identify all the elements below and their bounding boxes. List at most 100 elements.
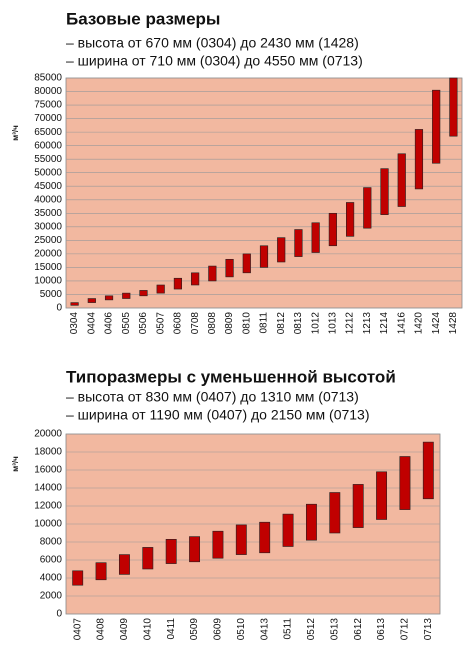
x-tick-label: 0506 (138, 312, 149, 335)
x-tick-label: 0411 (166, 618, 177, 640)
y-tick-label: 70000 (34, 113, 62, 124)
x-tick-label: 0513 (329, 618, 340, 641)
range-bar (329, 492, 341, 534)
range-bar (142, 547, 154, 570)
range-bar (432, 89, 441, 164)
chart-title: Базовые размеры (66, 9, 220, 28)
range-bar (189, 536, 201, 563)
x-tick-label: 0812 (276, 312, 287, 335)
range-bar (173, 277, 183, 290)
x-tick-label: 0505 (121, 312, 132, 335)
x-tick-label: 0407 (72, 618, 83, 641)
y-tick-label: 45000 (34, 181, 62, 192)
y-tick-label: 0 (56, 609, 62, 620)
range-bar (156, 284, 165, 294)
y-tick-label: 55000 (34, 154, 62, 165)
y-tick-label: 5000 (40, 289, 63, 300)
x-tick-label: 1013 (328, 312, 339, 335)
range-bar (87, 298, 96, 303)
range-bar (311, 222, 320, 253)
y-tick-label: 14000 (34, 483, 62, 494)
range-bar (363, 187, 372, 229)
range-bar (118, 554, 130, 575)
range-bar (225, 258, 234, 278)
y-axis-label: м³/ч (11, 456, 20, 472)
x-tick-label: 0712 (400, 618, 411, 641)
x-tick-label: 0512 (306, 618, 317, 641)
y-tick-label: 30000 (34, 221, 62, 232)
y-tick-label: 20000 (34, 429, 62, 440)
range-bar (397, 153, 406, 207)
range-bar (235, 524, 247, 555)
x-tick-label: 1416 (396, 312, 407, 335)
x-tick-label: 1420 (414, 312, 425, 335)
x-tick-label: 0507 (155, 312, 166, 335)
y-tick-label: 16000 (34, 465, 62, 476)
range-bar (212, 530, 224, 559)
y-tick-label: 10000 (34, 519, 62, 530)
range-bar (294, 229, 303, 257)
x-tick-label: 0509 (189, 618, 200, 641)
x-tick-label: 0811 (259, 312, 270, 334)
range-bar (414, 129, 424, 190)
x-tick-label: 0613 (376, 618, 387, 641)
y-tick-label: 40000 (34, 194, 62, 205)
y-tick-label: 85000 (34, 73, 62, 84)
range-bar (122, 292, 131, 299)
y-tick-label: 80000 (34, 86, 62, 97)
x-tick-label: 0810 (241, 312, 252, 335)
x-tick-label: 0608 (173, 312, 184, 335)
range-bar (208, 265, 217, 282)
range-bar (191, 272, 200, 286)
subtitle: – ширина от 710 мм (0304) до 4550 мм (07… (66, 53, 363, 69)
x-tick-label: 1424 (431, 312, 442, 335)
x-tick-label: 1012 (310, 312, 321, 335)
x-tick-label: 0809 (224, 312, 235, 335)
y-tick-label: 10000 (34, 276, 62, 287)
y-tick-label: 20000 (34, 249, 62, 260)
y-axis-label: м³/ч (11, 125, 20, 141)
range-bar (376, 471, 388, 520)
x-tick-label: 0511 (283, 618, 294, 640)
y-tick-label: 18000 (34, 447, 62, 458)
x-tick-label: 1214 (379, 312, 390, 335)
x-tick-label: 0612 (353, 618, 364, 641)
x-tick-label: 0409 (119, 618, 130, 641)
x-tick-label: 0708 (190, 312, 201, 335)
x-tick-label: 0813 (293, 312, 304, 335)
range-bar (305, 503, 317, 541)
range-bar (345, 202, 355, 237)
range-bar (328, 212, 337, 247)
x-tick-label: 0413 (259, 618, 270, 641)
subtitle: – высота от 830 мм (0407) до 1310 мм (07… (66, 389, 359, 405)
x-tick-label: 1213 (362, 312, 373, 335)
x-tick-label: 1428 (448, 312, 459, 335)
y-tick-label: 50000 (34, 167, 62, 178)
range-bar (139, 290, 148, 297)
plot-area (65, 77, 463, 309)
range-bar (422, 441, 434, 500)
subtitle: – ширина от 1190 мм (0407) до 2150 мм (0… (66, 407, 370, 423)
range-bar (380, 168, 389, 215)
x-tick-label: 0408 (96, 618, 107, 641)
x-tick-label: 0410 (142, 618, 153, 641)
x-tick-label: 0406 (104, 312, 115, 335)
range-bar (352, 484, 364, 528)
x-tick-label: 0510 (236, 618, 247, 641)
x-tick-label: 0609 (213, 618, 224, 641)
y-tick-label: 12000 (34, 501, 62, 512)
chart-title: Типоразмеры с уменьшенной высотой (66, 367, 396, 386)
y-tick-label: 8000 (40, 537, 63, 548)
range-bar (70, 302, 79, 306)
range-bar (165, 538, 177, 564)
subtitle: – высота от 670 мм (0304) до 2430 мм (14… (66, 35, 359, 51)
range-bar (95, 562, 107, 581)
range-bar (104, 295, 114, 301)
y-tick-label: 6000 (40, 555, 63, 566)
y-tick-label: 75000 (34, 100, 62, 111)
x-tick-label: 0304 (69, 312, 80, 335)
range-bar (259, 521, 271, 554)
y-tick-label: 0 (56, 303, 62, 314)
x-tick-label: 0713 (423, 618, 434, 641)
